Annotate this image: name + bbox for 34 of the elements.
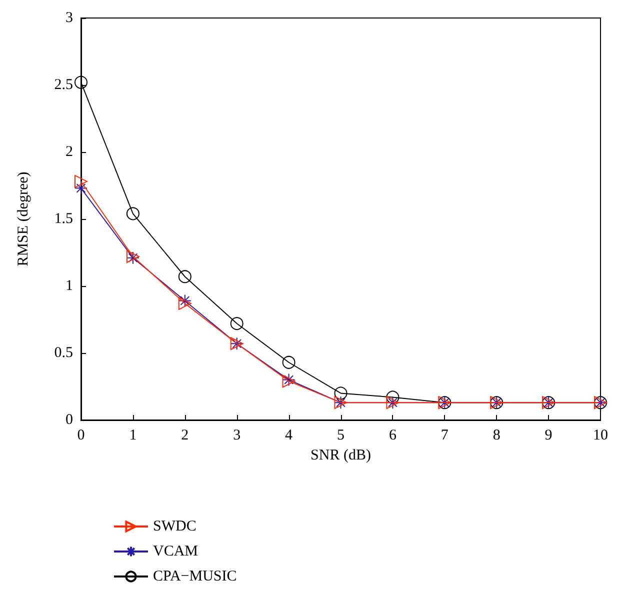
x-tick-label: 4 bbox=[285, 428, 294, 444]
point bbox=[126, 207, 140, 220]
y-tick-label: 2.5 bbox=[54, 77, 73, 93]
x-tick-label: 9 bbox=[544, 428, 552, 444]
x-axis-title: SNR (dB) bbox=[310, 448, 371, 464]
point bbox=[334, 386, 348, 400]
x-tick-label: 5 bbox=[337, 428, 344, 444]
x-tick-label: 10 bbox=[593, 428, 608, 444]
y-tick-label: 2 bbox=[66, 144, 73, 160]
x-tick-label: 8 bbox=[492, 428, 500, 444]
x-tick-label: 2 bbox=[181, 428, 189, 444]
y-tick-label: 1 bbox=[66, 278, 73, 294]
y-tick-label: 3 bbox=[66, 10, 73, 26]
point bbox=[178, 270, 192, 284]
y-tick-label: 0 bbox=[66, 412, 73, 428]
legend-label: VCAM bbox=[153, 544, 198, 560]
point bbox=[230, 317, 244, 330]
point bbox=[282, 356, 296, 369]
x-tick-label: 6 bbox=[388, 428, 397, 444]
legend-label: CPA−MUSIC bbox=[153, 568, 237, 584]
x-tick-label: 1 bbox=[129, 428, 137, 444]
point bbox=[74, 76, 88, 89]
x-tick-label: 7 bbox=[440, 428, 449, 444]
y-tick-label: 0.5 bbox=[54, 345, 73, 361]
y-tick-label: 1.5 bbox=[54, 211, 73, 227]
legend-label: SWDC bbox=[153, 518, 196, 534]
point bbox=[74, 182, 88, 195]
point bbox=[386, 390, 400, 404]
y-axis-title: RMSE (degree) bbox=[16, 172, 32, 266]
point bbox=[178, 296, 192, 310]
x-tick-label: 0 bbox=[77, 428, 85, 444]
point bbox=[74, 174, 88, 188]
x-tick-label: 3 bbox=[233, 428, 241, 444]
point bbox=[178, 294, 192, 308]
